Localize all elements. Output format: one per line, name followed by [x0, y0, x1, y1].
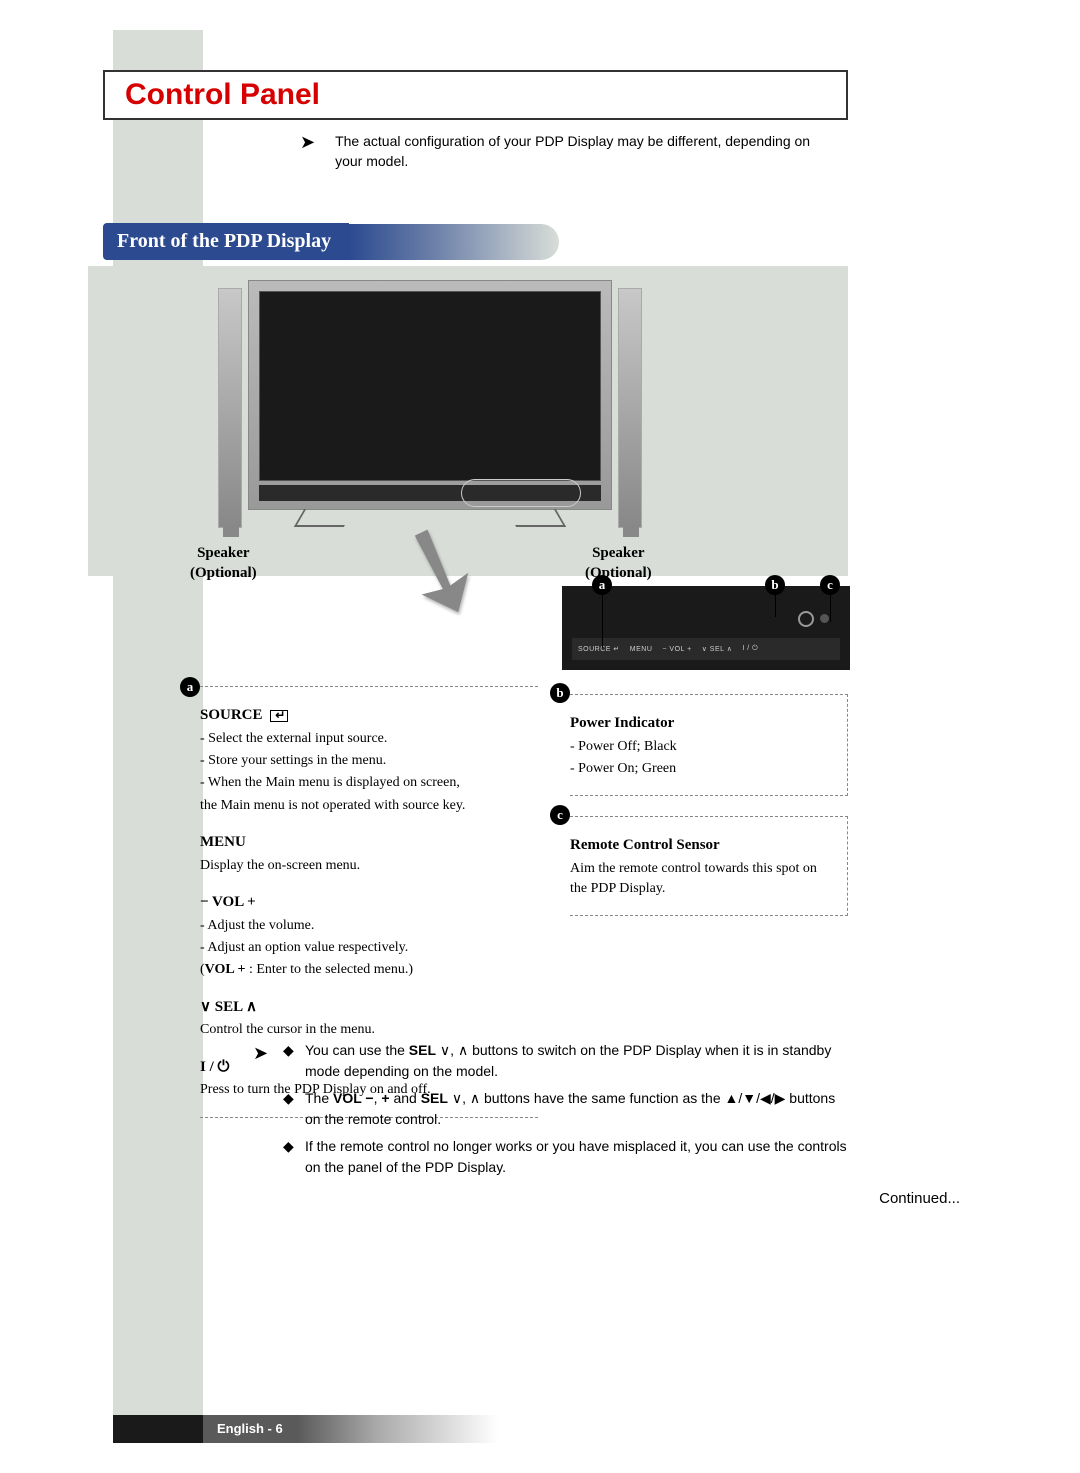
- panel-detail: SOURCE ↵ MENU − VOL + ∨ SEL ∧ I / ⏻: [562, 586, 850, 670]
- page-title: Control Panel: [125, 78, 320, 112]
- panel-highlight-circle: [461, 479, 581, 507]
- panel-menu-label: MENU: [630, 646, 653, 653]
- vol-line-2: - Adjust an option value respectively.: [200, 938, 524, 958]
- bottom-note-2: ◆ The VOL −, + and SEL ∨, ∧ buttons have…: [283, 1088, 848, 1130]
- panel-vol-label: − VOL +: [662, 646, 691, 653]
- bottom-note-3-text: If the remote control no longer works or…: [305, 1136, 848, 1178]
- speaker-label-left-2: (Optional): [190, 564, 257, 584]
- menu-text: Display the on-screen menu.: [200, 856, 524, 876]
- panel-source-label: SOURCE ↵: [578, 645, 620, 653]
- top-note-text: The actual configuration of your PDP Dis…: [335, 132, 840, 171]
- panel-power-label: I / ⏻: [742, 645, 758, 653]
- speaker-left: [218, 288, 242, 528]
- continued-text: Continued...: [879, 1190, 960, 1207]
- power-indicator-title: Power Indicator: [570, 713, 833, 735]
- bottom-notes: ➤ ◆ You can use the SEL ∨, ∧ buttons to …: [253, 1040, 848, 1188]
- top-note: ➤ The actual configuration of your PDP D…: [300, 132, 840, 171]
- tv-stand-left: [294, 509, 354, 527]
- diamond-icon: ◆: [283, 1088, 305, 1130]
- callout-b-line: [775, 595, 776, 617]
- source-line-1: - Select the external input source.: [200, 729, 524, 749]
- remote-sensor-text: Aim the remote control towards this spot…: [570, 859, 833, 900]
- tv-screen: [259, 291, 601, 481]
- callout-b-badge: b: [550, 683, 570, 703]
- callout-a-line: [602, 595, 603, 648]
- footer-label: English - 6: [203, 1415, 297, 1443]
- callout-c-badge: c: [550, 805, 570, 825]
- panel-button-strip: SOURCE ↵ MENU − VOL + ∨ SEL ∧ I / ⏻: [572, 638, 840, 660]
- footer-tail: [297, 1415, 968, 1443]
- callout-a-badge-top: a: [592, 575, 612, 595]
- speaker-label-left-1: Speaker: [190, 544, 257, 564]
- tv-body: [248, 280, 612, 510]
- source-title: SOURCE: [200, 705, 524, 727]
- bottom-note-1: ◆ You can use the SEL ∨, ∧ buttons to sw…: [283, 1040, 848, 1082]
- callout-c-box: c Remote Control Sensor Aim the remote c…: [570, 816, 848, 916]
- remote-sensor-icon: [798, 611, 814, 627]
- footer-bar: English - 6: [113, 1415, 968, 1443]
- bottom-note-3: ◆ If the remote control no longer works …: [283, 1136, 848, 1178]
- panel-sel-label: ∨ SEL ∧: [702, 645, 733, 653]
- tv-stand-right: [506, 509, 566, 527]
- menu-title: MENU: [200, 832, 524, 854]
- callout-c-line: [830, 595, 831, 622]
- callout-c-badge-top: c: [820, 575, 840, 595]
- power-indicator-line-2: - Power On; Green: [570, 759, 833, 779]
- callout-a-badge: a: [180, 677, 200, 697]
- note-arrow-icon: ➤: [300, 130, 315, 171]
- speaker-right: [618, 288, 642, 528]
- vol-line-1: - Adjust the volume.: [200, 916, 524, 936]
- callout-b-badge-top: b: [765, 575, 785, 595]
- sel-title: ∨ SEL ∧: [200, 997, 524, 1019]
- source-line-4: the Main menu is not operated with sourc…: [200, 796, 524, 816]
- title-box: Control Panel: [103, 70, 848, 120]
- sel-text: Control the cursor in the menu.: [200, 1020, 524, 1040]
- note-arrow-icon-2: ➤: [253, 1040, 283, 1184]
- vol-extra: (VOL + : Enter to the selected menu.): [200, 960, 524, 980]
- remote-sensor-title: Remote Control Sensor: [570, 835, 833, 857]
- section-header-fade: [349, 224, 559, 260]
- source-line-3: - When the Main menu is displayed on scr…: [200, 773, 524, 793]
- section-header: Front of the PDP Display: [103, 223, 559, 260]
- footer-dark: [113, 1415, 203, 1443]
- callout-b-box: b Power Indicator - Power Off; Black - P…: [570, 694, 848, 796]
- power-indicator-icon: [820, 614, 829, 623]
- diamond-icon: ◆: [283, 1040, 305, 1082]
- speaker-label-right-1: Speaker: [585, 544, 652, 564]
- power-indicator-line-1: - Power Off; Black: [570, 737, 833, 757]
- source-line-2: - Store your settings in the menu.: [200, 751, 524, 771]
- speaker-label-left: Speaker (Optional): [190, 544, 257, 583]
- vol-title: − VOL +: [200, 892, 524, 914]
- section-header-text: Front of the PDP Display: [103, 223, 349, 260]
- diamond-icon: ◆: [283, 1136, 305, 1178]
- source-icon: [270, 710, 288, 722]
